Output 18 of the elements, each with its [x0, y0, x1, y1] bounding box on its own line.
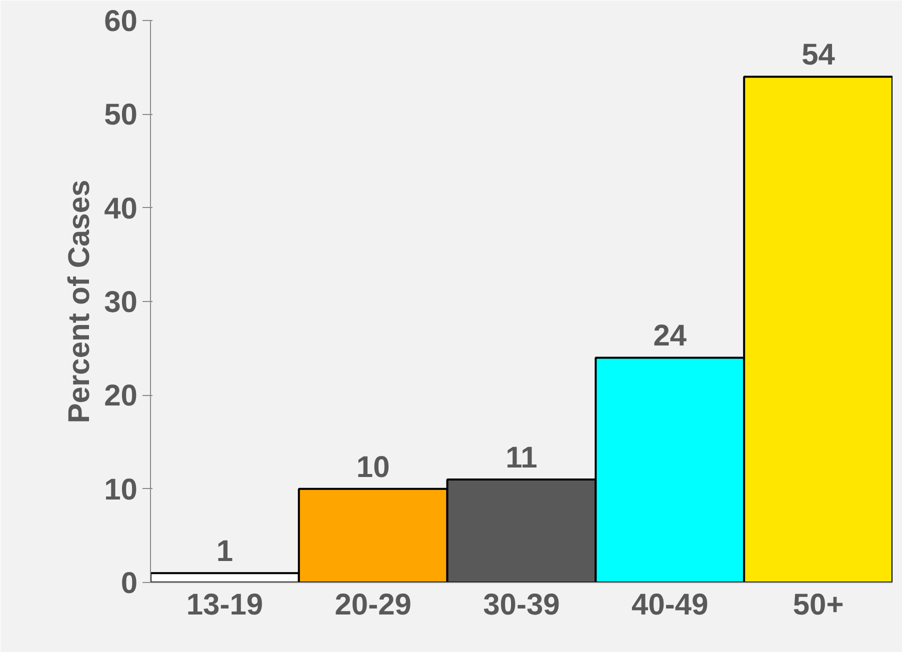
data-label: 54 — [802, 38, 836, 72]
y-tick-label: 30 — [104, 286, 138, 319]
y-tick-label: 20 — [104, 380, 138, 413]
data-label: 10 — [356, 450, 390, 484]
data-label: 11 — [506, 441, 538, 474]
data-label: 1 — [216, 535, 234, 568]
x-tick-label: 50+ — [792, 588, 844, 622]
x-tick-label: 30-39 — [483, 588, 560, 622]
data-label: 24 — [653, 320, 687, 353]
x-tick-label: 20-29 — [334, 588, 412, 622]
y-tick-label: 40 — [104, 192, 138, 226]
y-axis-title: Percent of Cases — [63, 180, 96, 424]
y-tick-label: 10 — [104, 473, 138, 506]
y-tick-label: 60 — [104, 5, 138, 38]
y-tick-label: 50 — [104, 98, 138, 132]
x-tick-label: 40-49 — [632, 588, 708, 622]
x-tick-label: 13-19 — [186, 588, 264, 622]
y-tick-label: 0 — [120, 567, 138, 600]
